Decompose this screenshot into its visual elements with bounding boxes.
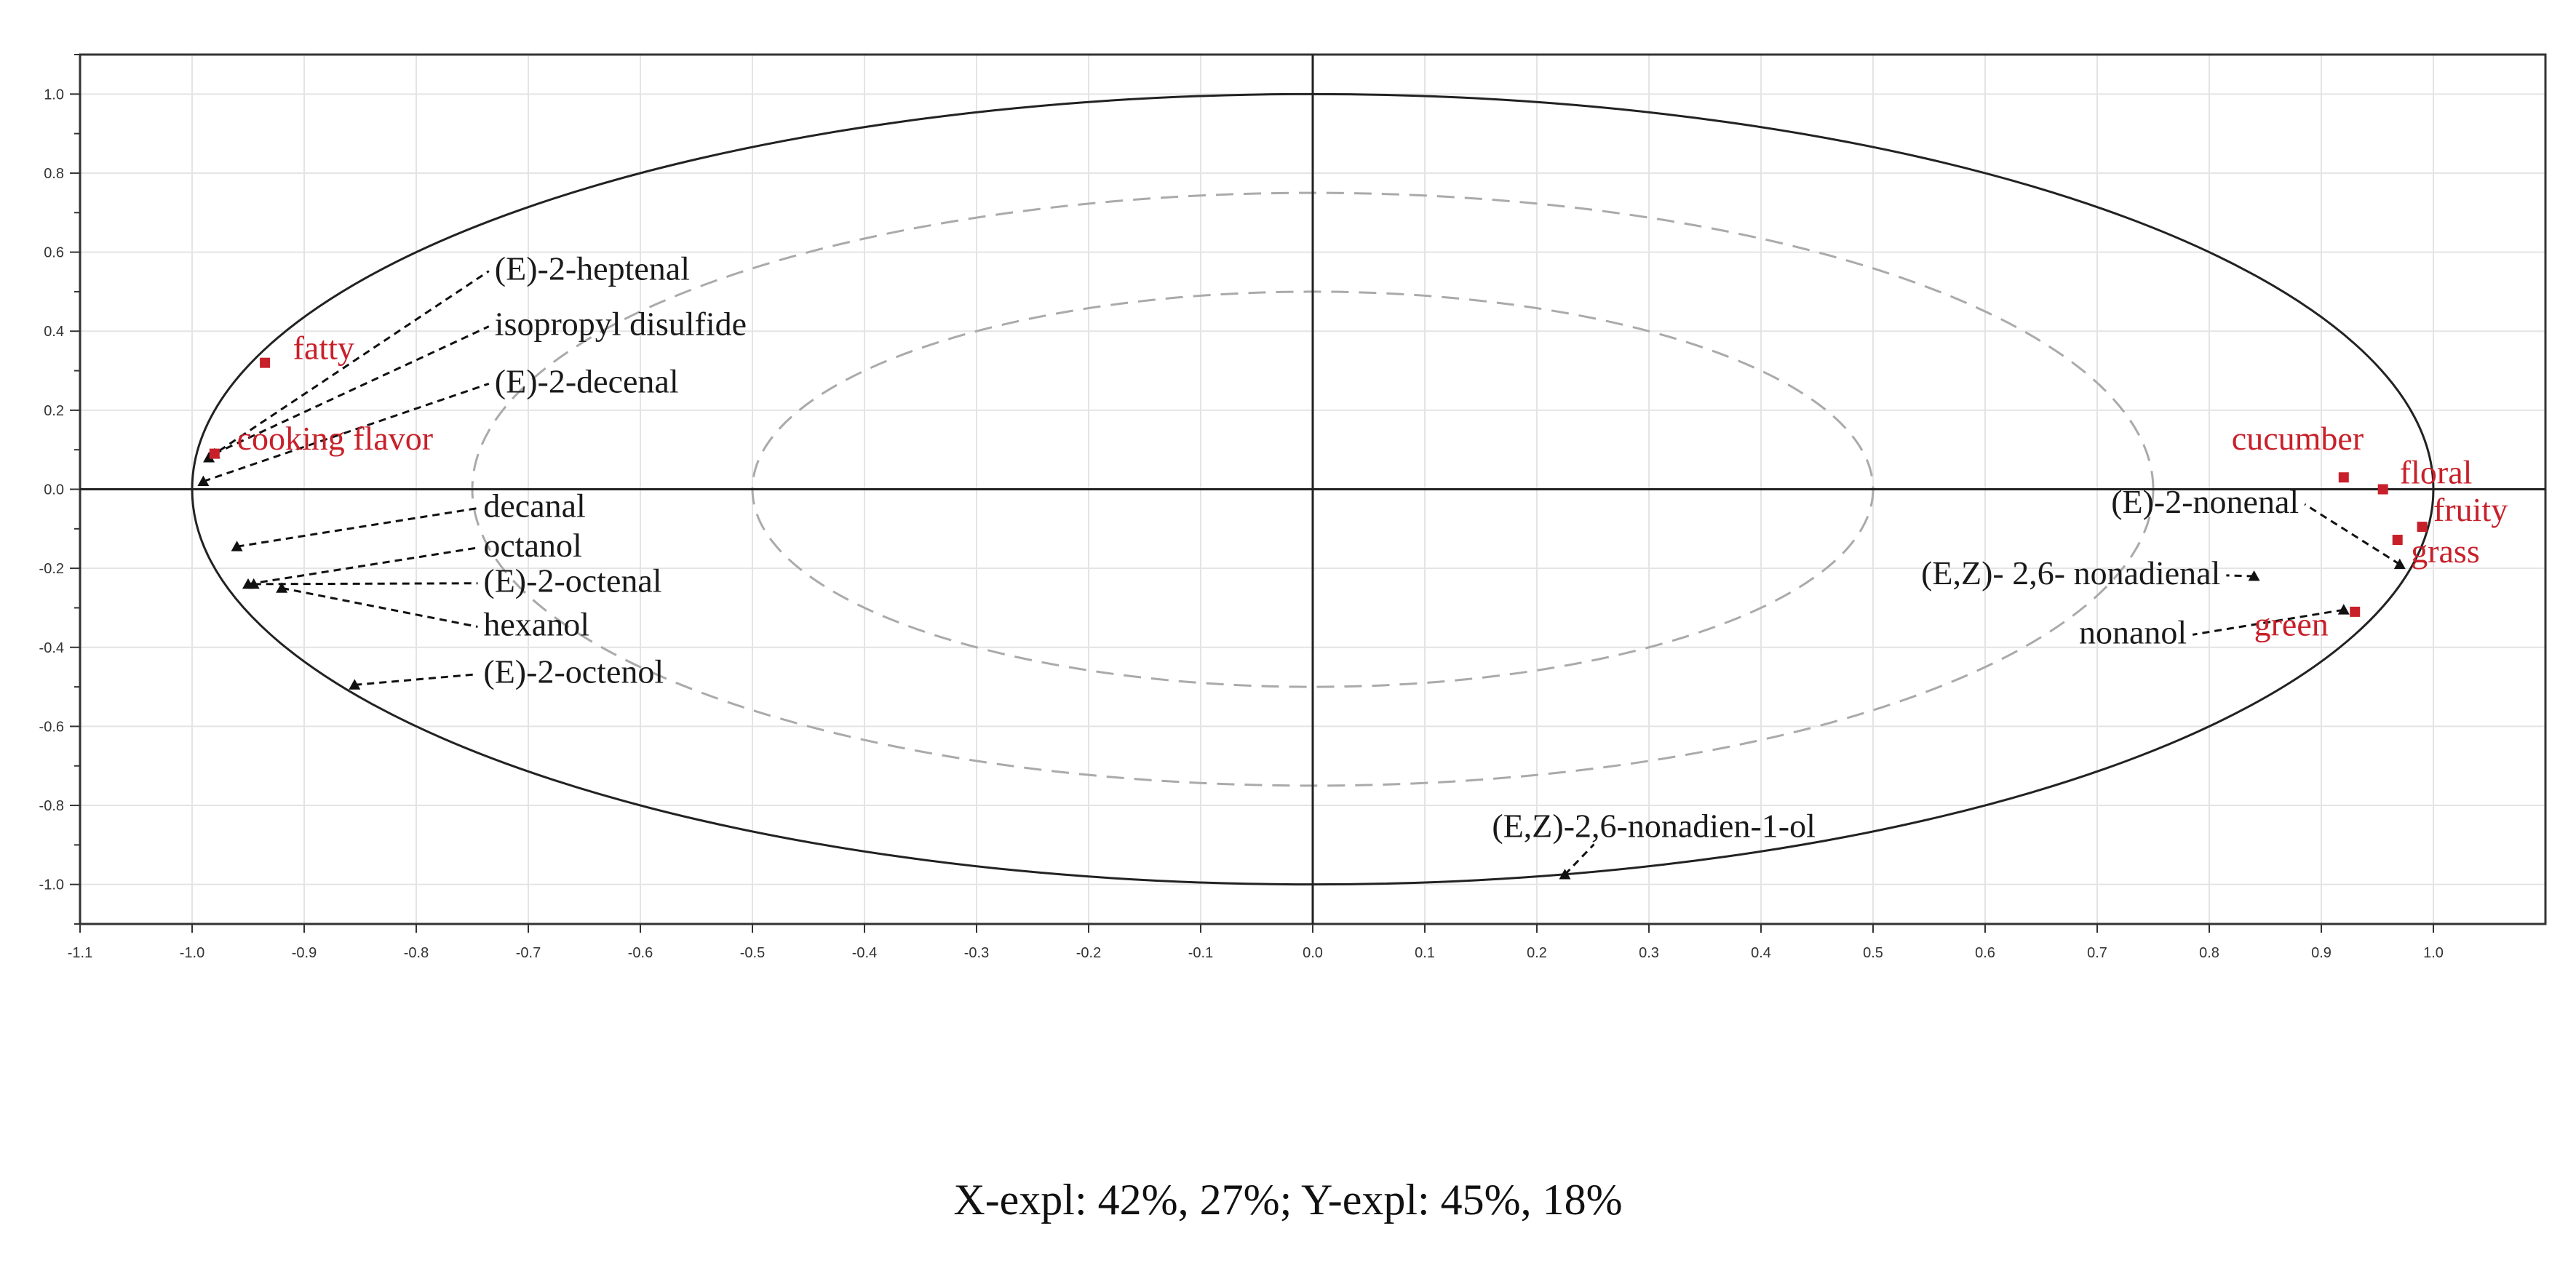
leader-line [354,673,478,686]
attribute-label: cooking flavor [237,420,434,457]
y-tick-label: 1.0 [44,87,64,103]
triangle-marker [1559,869,1571,880]
x-tick-label: -0.8 [404,945,429,961]
leader-line [208,270,490,459]
triangle-marker [349,679,361,690]
triangle-marker [231,541,243,551]
x-tick-label: 0.8 [2199,945,2219,961]
x-tick-label: 1.0 [2423,945,2444,961]
variable-label: (E)-2-decenal [495,362,679,399]
x-tick-label: 0.7 [2087,945,2107,961]
square-marker [2417,522,2428,533]
variable-label: (E)-2-octenol [483,653,664,690]
x-tick-label: -1.1 [68,945,92,961]
variable-label: (E)-2-nonenal [2111,483,2299,520]
leader-line [202,383,490,483]
variable-label: isopropyl disulfide [495,306,747,343]
y-tick-label: 0.2 [44,403,64,419]
square-marker [2392,535,2403,546]
variable-label: (E)-2-heptenal [495,250,690,287]
square-marker [260,357,271,368]
y-tick-label: -0.4 [39,640,64,656]
attribute-label: green [2254,605,2329,642]
attribute-label: fatty [293,329,354,366]
square-marker [209,448,220,459]
leader-line [281,586,478,628]
leader-line [247,546,478,586]
attribute-label: cucumber [2232,420,2364,457]
square-marker [2350,606,2361,617]
y-tick-label: 0.4 [44,324,64,340]
attribute-label: grass [2411,533,2480,570]
square-marker [2338,472,2349,483]
x-tick-label: 0.0 [1303,945,1323,961]
triangle-marker [2337,604,2350,615]
triangle-marker [203,452,215,463]
variable-label: (E)-2-octenal [483,562,661,599]
correlation-loadings-plot: -1.1 -1.0 -0.9 -0.8 -0.7 -0.6 -0.5 -0.4 -0.3 -0.2… [39,53,2547,961]
x-tick-label: 0.1 [1415,945,1435,961]
data-markers [197,357,2428,880]
variable-label: nonanol [2079,613,2187,650]
y-tick-label: -0.6 [39,719,64,735]
triangle-marker [2248,570,2260,581]
x-tick-label: -0.3 [964,945,989,961]
y-tick-label: 0.6 [44,245,64,261]
x-tick-label: -0.5 [740,945,765,961]
x-tick-label: -0.1 [1188,945,1213,961]
leader-line [2226,574,2254,578]
x-tick-label: -0.9 [292,945,317,961]
x-tick-label: -1.0 [180,945,204,961]
axes [70,53,2547,933]
y-tick-label: -0.2 [39,561,64,577]
explained-variance-caption: X-expl: 42%, 27%; Y-expl: 45%, 18% [953,1176,1623,1224]
x-tick-label: 0.9 [2311,945,2331,961]
variable-label: decanal [483,487,585,525]
variable-label: (E,Z)-2,6-nonadien-1-ol [1492,808,1816,845]
leader-lines [202,270,2401,876]
variable-label: octanol [483,527,581,564]
square-marker [2377,484,2388,495]
leader-line [236,507,478,548]
x-tick-label: -0.2 [1076,945,1101,961]
y-tick-label: -0.8 [39,798,64,814]
variable-label: hexanol [483,605,589,642]
triangle-marker [247,578,260,589]
triangle-marker [197,475,210,487]
tick-labels: -1.1 -1.0 -0.9 -0.8 -0.7 -0.6 -0.5 -0.4 -0.3 -0.2… [39,87,2444,961]
leader-line [214,325,490,455]
y-tick-label: -1.0 [39,877,64,893]
leader-line [2304,503,2401,565]
x-tick-label: 0.3 [1639,945,1659,961]
leader-line [2192,608,2345,636]
leader-line [253,582,478,586]
triangle-marker [276,582,288,593]
attribute-label: fruity [2433,491,2508,528]
x-tick-label: 0.4 [1751,945,1771,961]
x-tick-label: -0.7 [516,945,541,961]
leader-line [1564,843,1595,876]
x-tick-label: 0.6 [1975,945,1995,961]
x-tick-label: -0.4 [852,945,877,961]
triangle-marker [2393,558,2406,570]
x-tick-label: -0.6 [628,945,653,961]
variable-label: (E,Z)- 2,6- nonadienal [1921,554,2220,591]
attribute-label: floral [2400,453,2473,490]
point-labels: (E)-2-heptenal isopropyl disulfide (E)-2-d… [237,250,2508,845]
x-tick-label: 0.2 [1527,945,1547,961]
y-tick-label: 0.0 [44,482,64,498]
x-tick-label: 0.5 [1863,945,1883,961]
y-tick-label: 0.8 [44,166,64,182]
